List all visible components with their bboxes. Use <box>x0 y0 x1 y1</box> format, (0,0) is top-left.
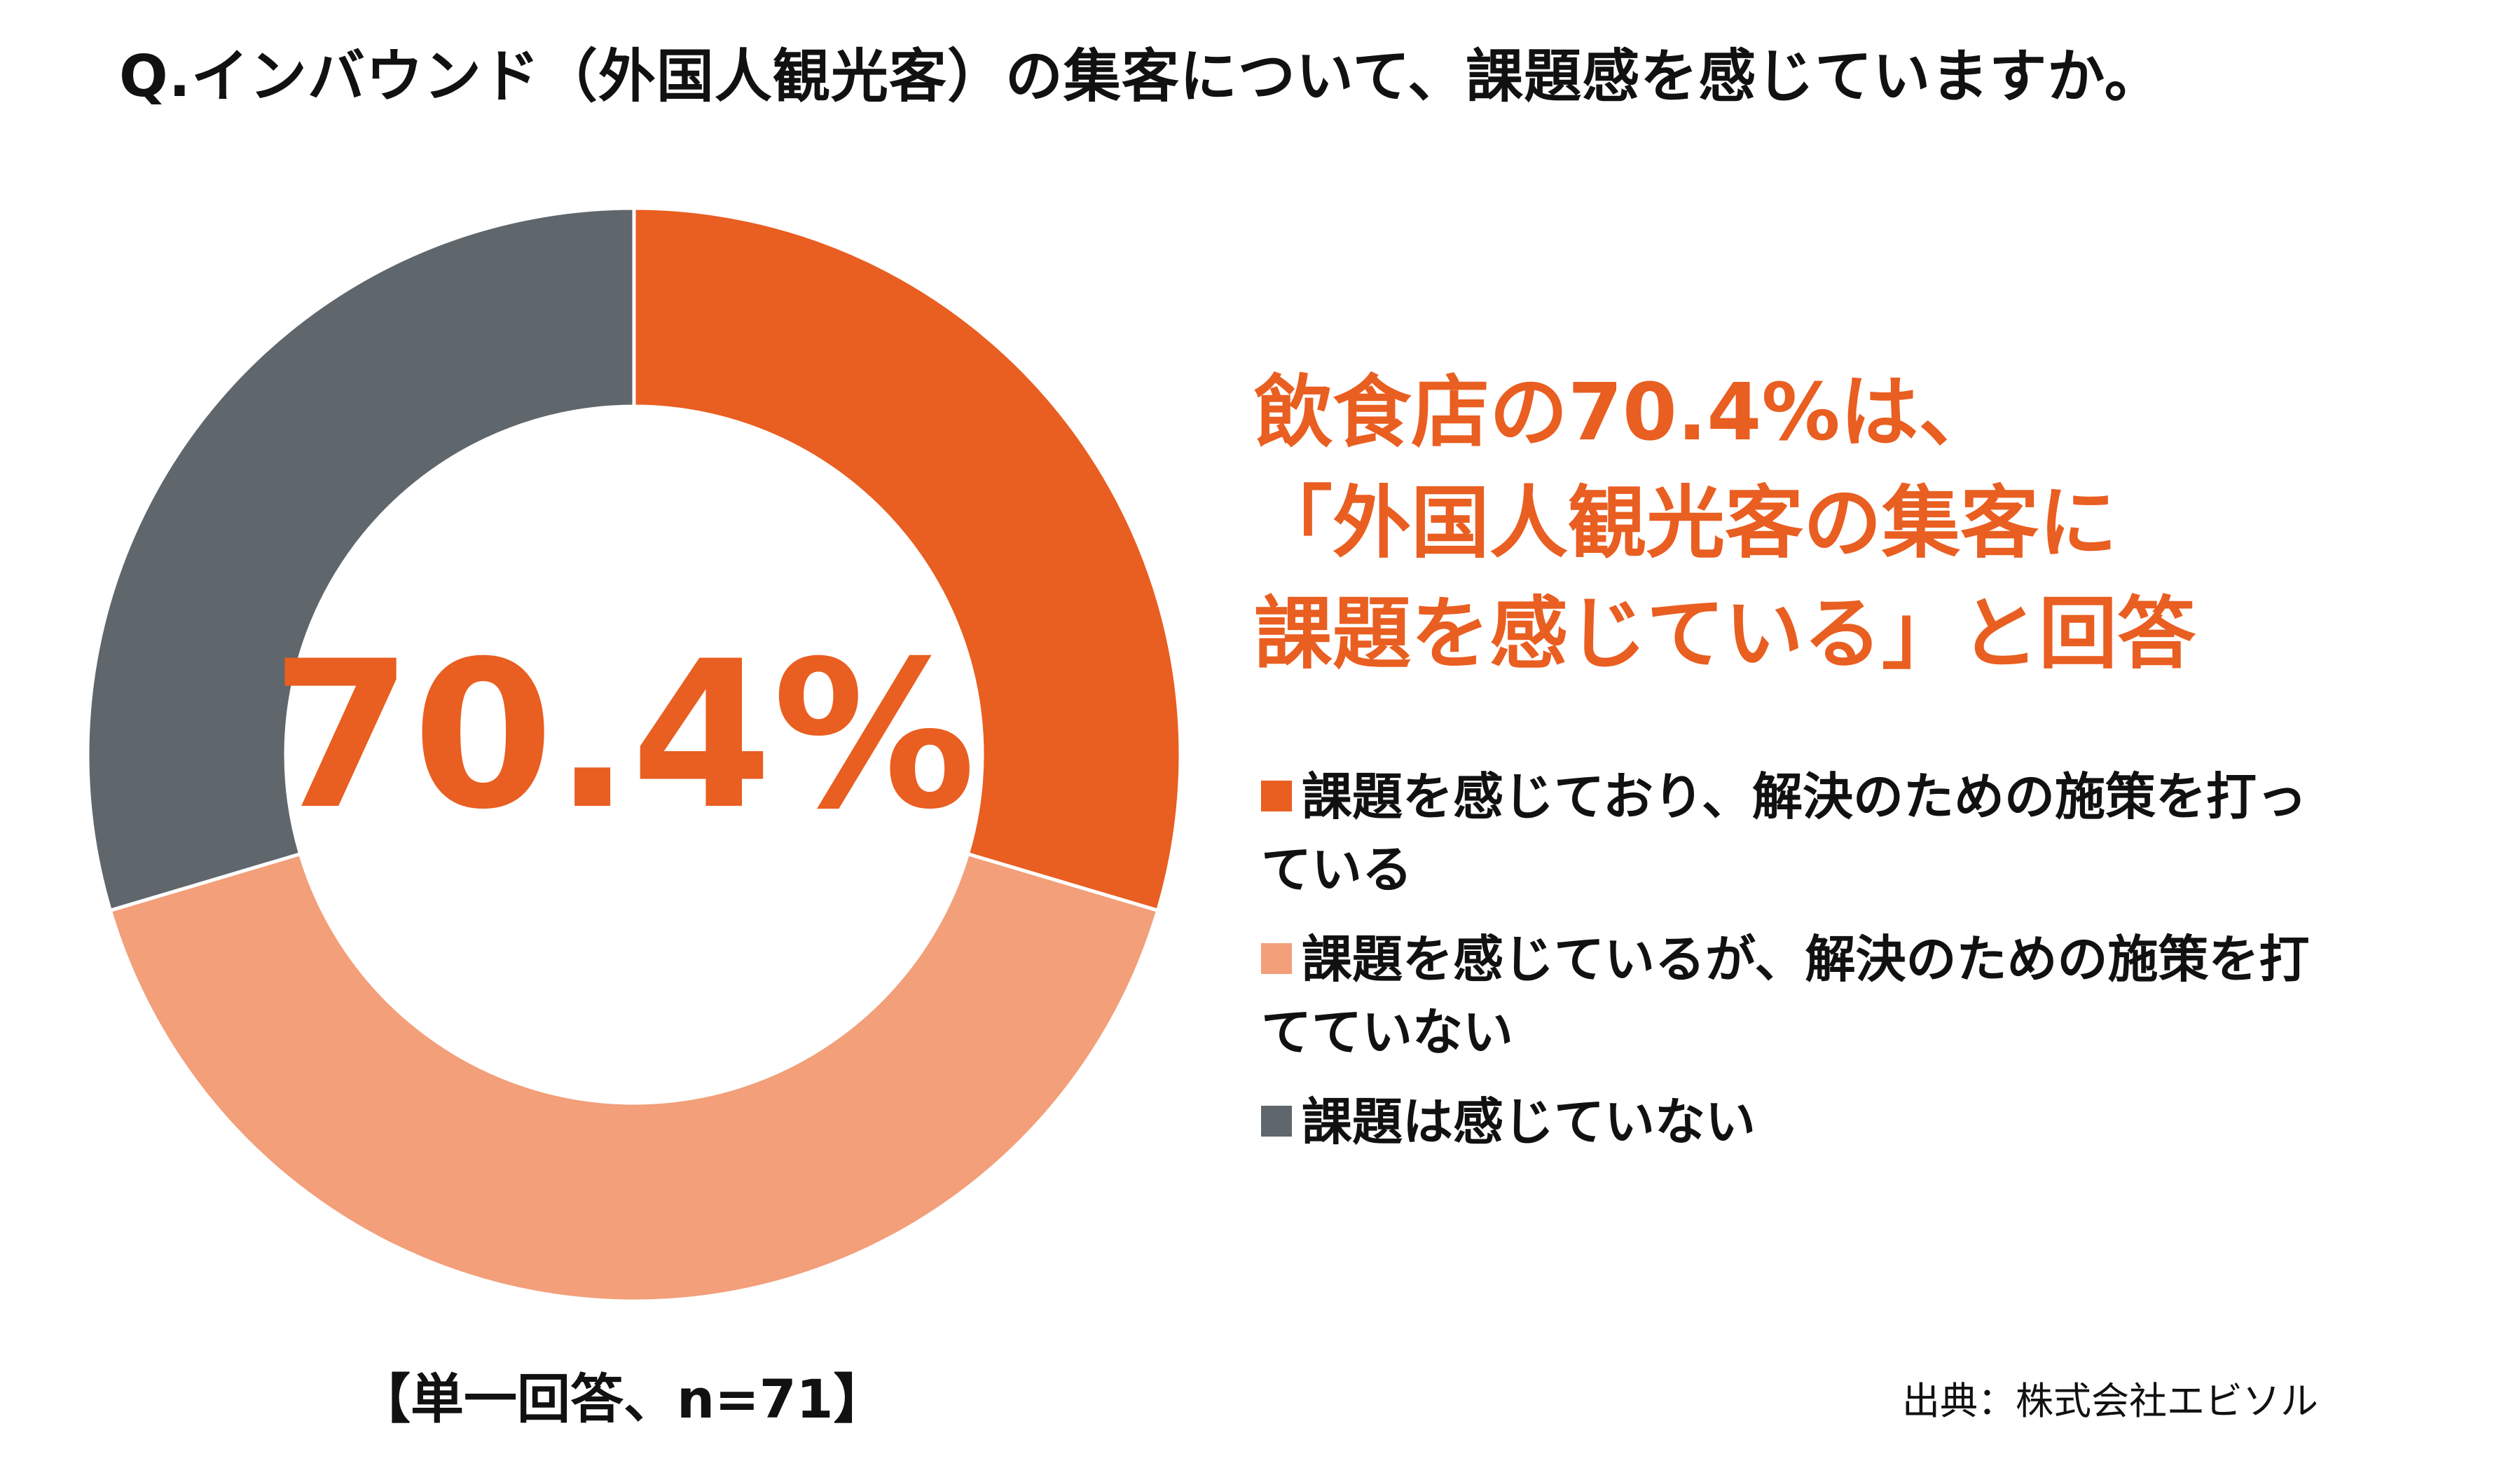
legend-label-not-implemented-2: てていない <box>1261 1003 1514 1062</box>
headline-line-2: 「外国人観光客の集客に <box>1254 478 2117 569</box>
legend-item-not-implemented: 課題を感じているが、解決のための施策を打 てていない <box>1261 923 2480 1069</box>
legend-label-implemented-2: ている <box>1261 840 1413 899</box>
center-label: 70.4% <box>271 618 976 854</box>
legend-item-implemented: 課題を感じており、解決のための施策を打っ ている <box>1261 760 2480 906</box>
legend-swatch-no-issue <box>1261 1106 1292 1137</box>
headline-line-1: 飲食店の70.4%は、 <box>1254 367 1997 458</box>
headline: 飲食店の70.4%は、 「外国人観光客の集客に 課題を感じている」と回答 <box>1254 357 2445 690</box>
source-credit: 出典：株式会社エビソル <box>1902 1379 2318 1423</box>
legend: 課題を感じており、解決のための施策を打っ ている 課題を感じているが、解決のため… <box>1261 760 2480 1175</box>
headline-line-3: 課題を感じている」と回答 <box>1254 589 2196 680</box>
legend-swatch-not-implemented <box>1261 943 1292 974</box>
chart-title: Q.インバウンド（外国人観光客）の集客について、課題感を感じていますか。 <box>119 43 2163 110</box>
legend-label-implemented-1: 課題を感じており、解決のための施策を打っ <box>1302 767 2307 826</box>
legend-item-no-issue: 課題は感じていない <box>1261 1085 2480 1158</box>
legend-swatch-implemented <box>1261 781 1292 811</box>
legend-label-no-issue: 課題は感じていない <box>1302 1092 1756 1151</box>
donut-slice-1 <box>108 851 1160 1303</box>
legend-label-not-implemented-1: 課題を感じているが、解決のための施策を打 <box>1302 930 2310 989</box>
donut-slice-2 <box>85 206 636 913</box>
donut-slice-0 <box>632 206 1183 913</box>
sample-note: 【単一回答、n=71】 <box>357 1368 887 1430</box>
donut-slices <box>85 206 1183 1303</box>
